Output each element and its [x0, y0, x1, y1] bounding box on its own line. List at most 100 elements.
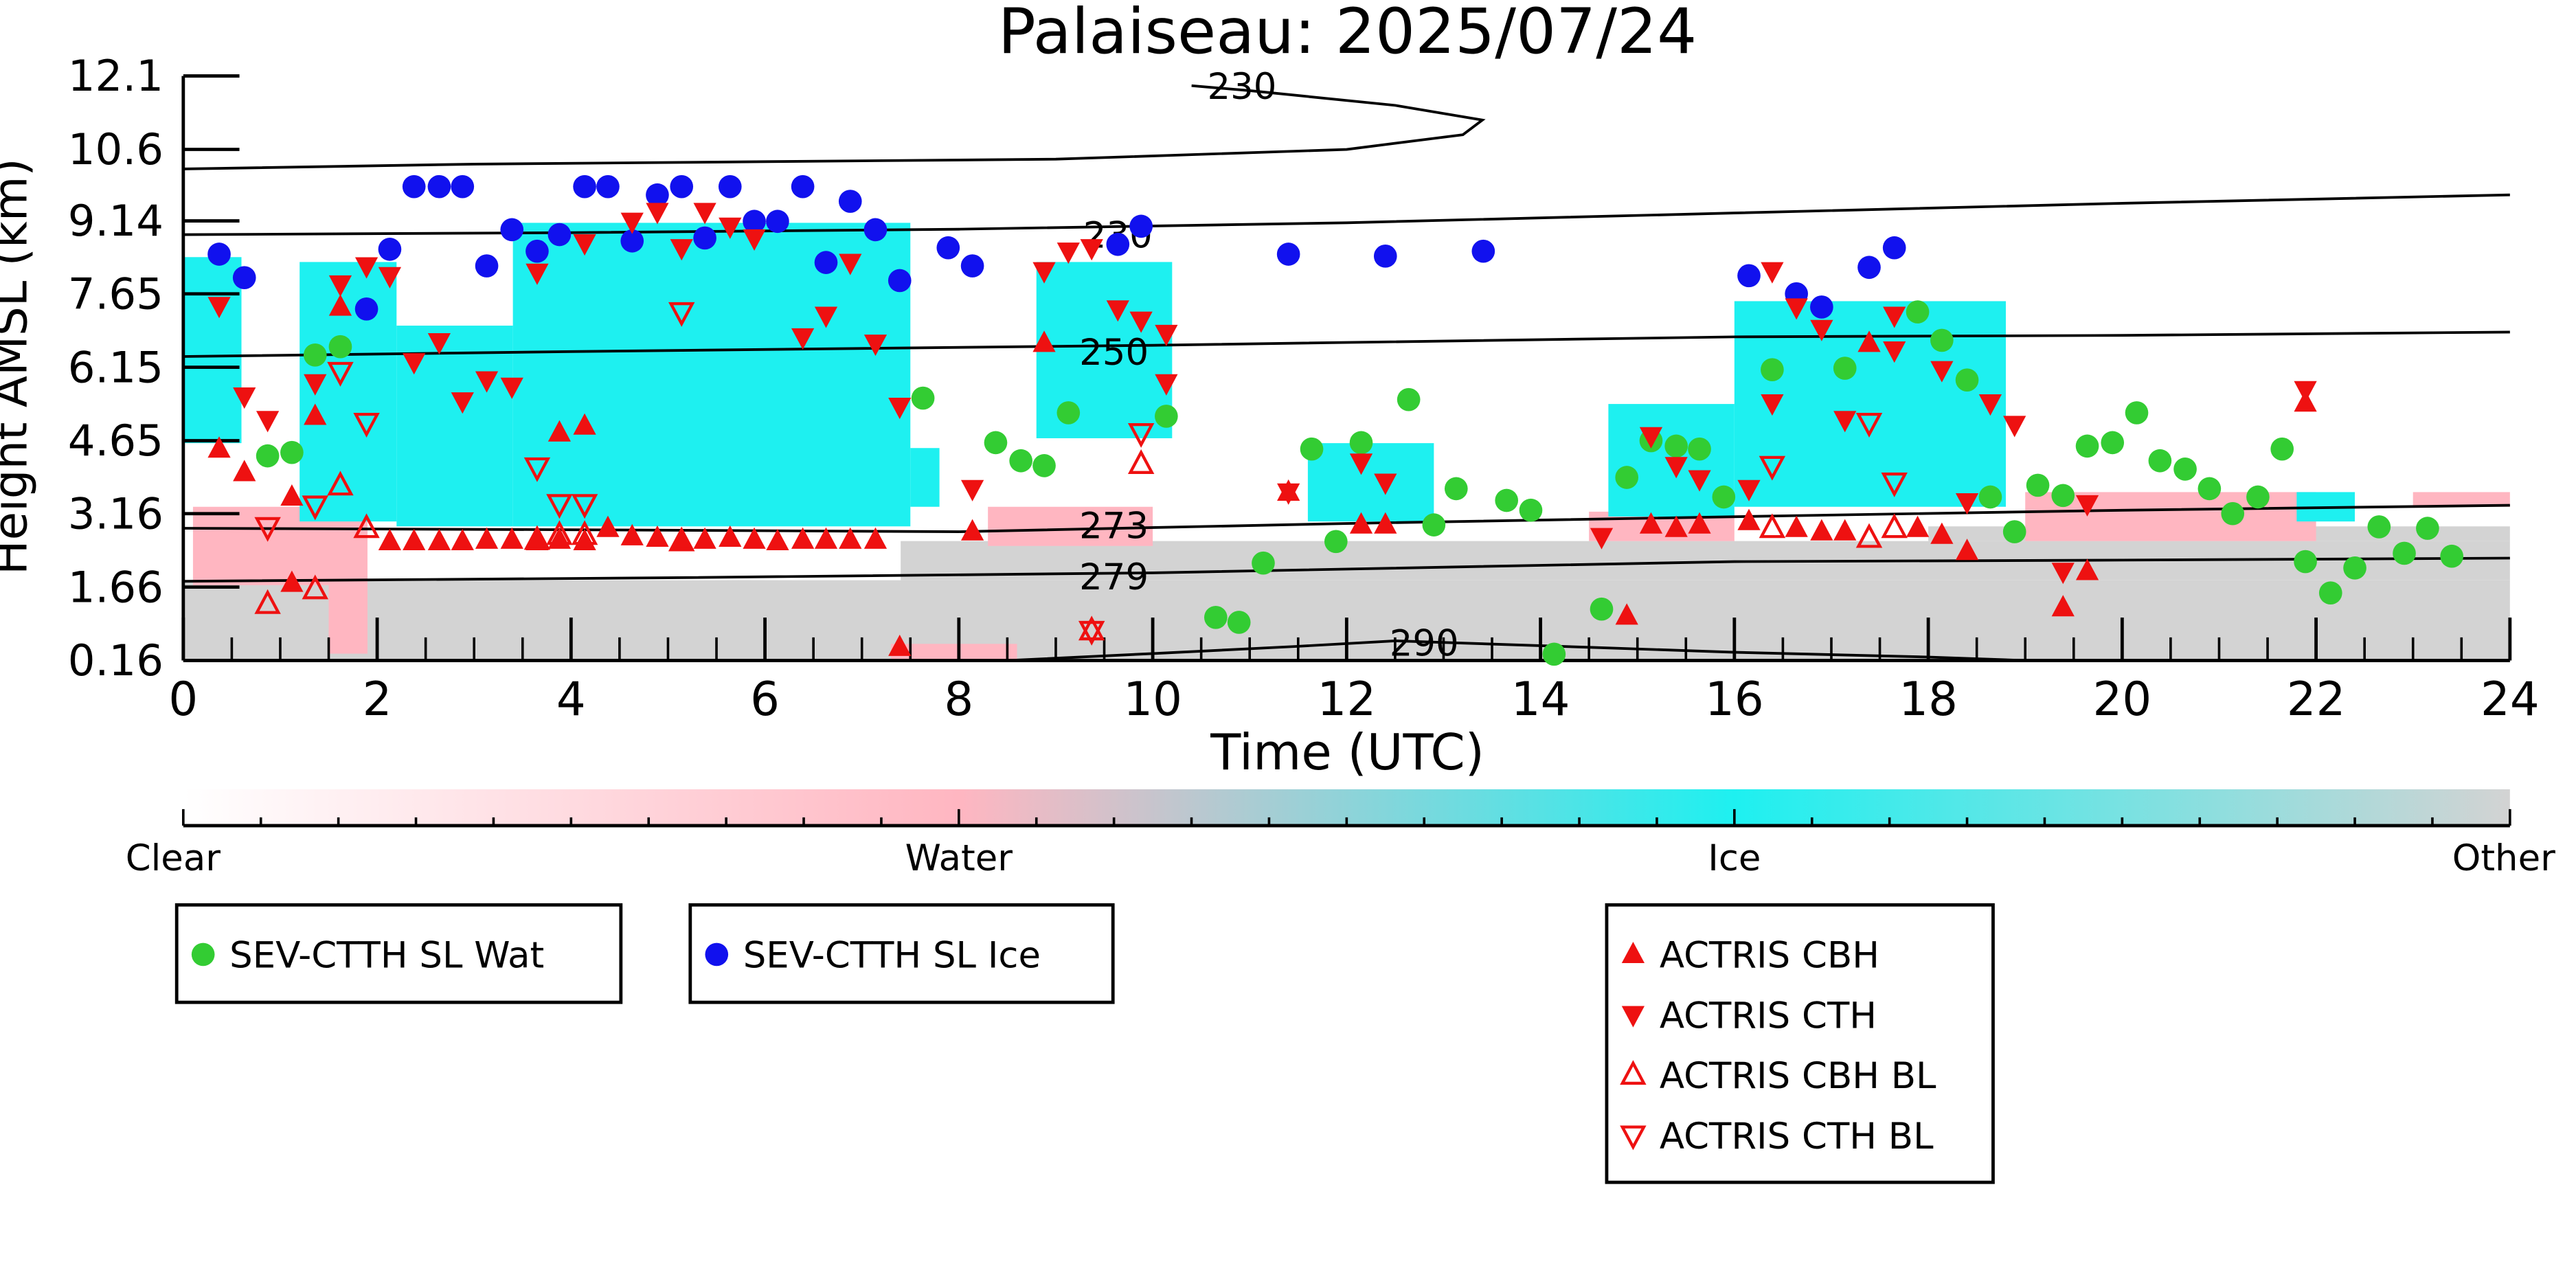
- legend-marker: [1621, 1006, 1645, 1028]
- data-point: [911, 386, 935, 410]
- data-point: [304, 403, 327, 425]
- data-point: [302, 495, 328, 521]
- data-point: [693, 226, 716, 250]
- x-tick-label: 0: [168, 673, 198, 726]
- data-point: [1422, 513, 1446, 536]
- data-point: [936, 236, 960, 260]
- data-point: [1129, 311, 1153, 333]
- legend-label: ACTRIS CBH: [1660, 935, 1879, 977]
- x-tick-label: 4: [556, 673, 586, 726]
- data-point: [523, 525, 551, 550]
- data-point: [814, 306, 838, 328]
- data-point: [1881, 472, 1908, 497]
- data-point: [475, 527, 499, 549]
- data-point: [1276, 242, 1300, 266]
- contour-line: [183, 504, 2510, 533]
- data-point: [403, 353, 426, 375]
- data-point: [233, 387, 256, 409]
- data-point: [1615, 603, 1638, 625]
- data-point: [1349, 512, 1373, 534]
- data-point: [2440, 544, 2463, 568]
- data-point: [1737, 264, 1761, 288]
- data-point: [1833, 519, 1857, 541]
- data-point: [791, 174, 815, 199]
- data-point: [1032, 454, 1056, 477]
- data-point: [1639, 512, 1663, 534]
- data-point: [2051, 595, 2075, 617]
- data-point: [327, 361, 354, 387]
- legend-label: ACTRIS CTH BL: [1660, 1116, 1934, 1157]
- data-point: [1833, 357, 1857, 380]
- data-point: [1471, 239, 1495, 263]
- x-tick-label: 2: [363, 673, 392, 726]
- data-point: [451, 528, 474, 550]
- data-point: [328, 335, 352, 359]
- data-point: [743, 210, 766, 234]
- data-point: [1032, 330, 1056, 352]
- data-point: [670, 239, 693, 261]
- data-point: [2003, 416, 2026, 438]
- data-point: [523, 457, 551, 482]
- data-point: [596, 515, 620, 537]
- data-point: [573, 234, 596, 256]
- data-point: [1590, 528, 1614, 550]
- y-tick-label: 1.66: [68, 562, 163, 612]
- data-point: [1373, 245, 1397, 268]
- x-axis-label: Time (UTC): [1210, 724, 1484, 782]
- data-point: [1155, 405, 1178, 428]
- data-point: [960, 254, 984, 278]
- data-point: [1252, 551, 1275, 575]
- data-point: [1078, 615, 1105, 641]
- data-point: [1712, 485, 1736, 509]
- data-point: [1495, 488, 1519, 512]
- data-point: [1519, 498, 1543, 522]
- data-point: [718, 174, 742, 199]
- data-point: [2367, 515, 2391, 539]
- x-tick-label: 18: [1899, 673, 1958, 726]
- data-point: [1080, 239, 1103, 261]
- data-point: [571, 494, 598, 519]
- y-tick-label: 0.16: [68, 635, 163, 686]
- data-point: [1906, 515, 1930, 537]
- data-point: [888, 398, 912, 420]
- data-point: [233, 460, 256, 482]
- data-point: [254, 517, 281, 542]
- legend-box: [688, 903, 1115, 1004]
- data-point: [1127, 422, 1155, 448]
- data-point: [427, 332, 451, 355]
- data-point: [302, 574, 328, 600]
- data-point: [1155, 374, 1178, 396]
- data-point: [546, 520, 573, 545]
- data-point: [304, 374, 327, 396]
- data-point: [1737, 479, 1761, 501]
- colorbar-label: Water: [905, 837, 1013, 879]
- y-tick-label: 6.15: [68, 342, 163, 392]
- data-point: [1057, 242, 1080, 264]
- data-point: [1155, 324, 1178, 346]
- data-point: [1324, 530, 1348, 554]
- data-point: [1955, 539, 1979, 561]
- legend-marker: [1621, 941, 1645, 964]
- data-point: [1374, 473, 1397, 495]
- x-tick-label: 16: [1705, 673, 1764, 726]
- x-tick-label: 12: [1318, 673, 1377, 726]
- data-point: [2173, 457, 2197, 481]
- data-point: [1688, 437, 1711, 461]
- data-point: [1857, 330, 1881, 352]
- data-point: [573, 174, 596, 199]
- y-tick-label: 4.65: [68, 416, 163, 466]
- data-point: [475, 254, 499, 278]
- contour-label: 250: [1079, 332, 1149, 374]
- data-point: [1349, 431, 1373, 455]
- x-tick-label: 8: [944, 673, 973, 726]
- y-tick-label: 10.6: [68, 124, 163, 174]
- data-point: [791, 328, 815, 350]
- legend-marker: [1620, 1125, 1647, 1151]
- data-point: [547, 223, 572, 247]
- mask-region: [328, 585, 368, 654]
- data-point: [596, 174, 620, 199]
- data-point: [2125, 401, 2149, 425]
- data-point: [670, 174, 694, 199]
- data-point: [354, 297, 379, 321]
